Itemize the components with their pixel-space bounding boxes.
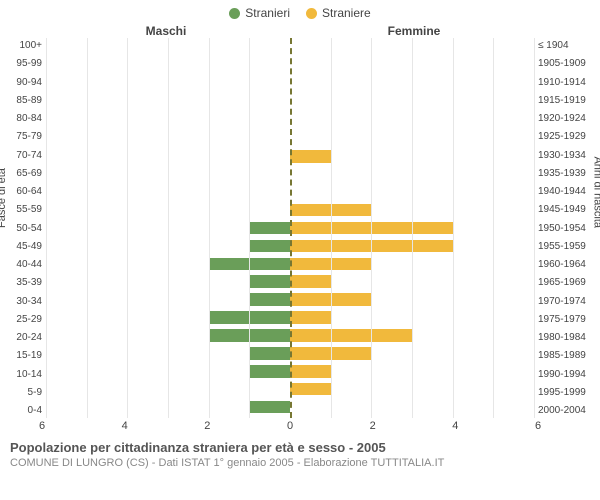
bar-male xyxy=(249,293,290,306)
grid-line xyxy=(331,38,332,418)
x-tick: 4 xyxy=(452,420,458,432)
x-tick: 0 xyxy=(287,420,293,432)
x-tick: 2 xyxy=(204,420,210,432)
age-label: 95-99 xyxy=(0,58,42,69)
birth-label: 1925-1929 xyxy=(538,131,600,142)
x-axis: 6 4 2 0 2 4 6 xyxy=(0,420,600,434)
column-title-male: Maschi xyxy=(42,24,290,38)
bar-female xyxy=(290,311,331,324)
birth-label: 1995-1999 xyxy=(538,387,600,398)
birth-label: 1965-1969 xyxy=(538,277,600,288)
y-right-labels: ≤ 1904 1905-1909 1910-1914 1915-1919 1920-19… xyxy=(534,38,600,418)
bar-male xyxy=(249,401,290,414)
bar-female xyxy=(290,275,331,288)
bar-male xyxy=(249,222,290,235)
legend-swatch-male xyxy=(229,8,240,19)
age-label: 0-4 xyxy=(0,405,42,416)
birth-label: 1910-1914 xyxy=(538,77,600,88)
grid-line xyxy=(534,38,535,418)
x-tick: 6 xyxy=(535,420,541,432)
age-label: 45-49 xyxy=(0,241,42,252)
age-label: 10-14 xyxy=(0,369,42,380)
age-label: 90-94 xyxy=(0,77,42,88)
legend: Stranieri Straniere xyxy=(0,0,600,20)
spacer-left xyxy=(0,24,42,38)
spacer-left xyxy=(0,420,42,434)
grid-line xyxy=(412,38,413,418)
bar-female xyxy=(290,383,331,396)
birth-label: 1980-1984 xyxy=(538,332,600,343)
age-label: 25-29 xyxy=(0,314,42,325)
legend-label-male: Stranieri xyxy=(245,6,290,20)
age-label: 80-84 xyxy=(0,113,42,124)
grid-line xyxy=(127,38,128,418)
x-tick: 2 xyxy=(370,420,376,432)
grid-line xyxy=(453,38,454,418)
age-label: 15-19 xyxy=(0,350,42,361)
age-label: 20-24 xyxy=(0,332,42,343)
column-title-female: Femmine xyxy=(290,24,538,38)
y-axis-label-right: Anni di nascita xyxy=(592,156,600,228)
bar-male xyxy=(249,347,290,360)
age-label: 35-39 xyxy=(0,277,42,288)
birth-label: 1920-1924 xyxy=(538,113,600,124)
bar-female xyxy=(290,150,331,163)
bars-box xyxy=(46,38,534,418)
grid-line xyxy=(249,38,250,418)
birth-label: 1915-1919 xyxy=(538,95,600,106)
x-tick: 6 xyxy=(39,420,45,432)
footer-subtitle: COMUNE DI LUNGRO (CS) - Dati ISTAT 1° ge… xyxy=(10,457,590,469)
birth-label: 1955-1959 xyxy=(538,241,600,252)
spacer-right xyxy=(538,420,600,434)
age-label: 100+ xyxy=(0,40,42,51)
x-tick: 4 xyxy=(122,420,128,432)
y-left-labels: 100+95-9990-9485-8980-8475-7970-7465-696… xyxy=(0,38,46,418)
center-line xyxy=(290,38,292,418)
age-label: 75-79 xyxy=(0,131,42,142)
grid-line xyxy=(209,38,210,418)
birth-label: 2000-2004 xyxy=(538,405,600,416)
age-label: 30-34 xyxy=(0,296,42,307)
legend-label-female: Straniere xyxy=(322,6,371,20)
grid-line xyxy=(168,38,169,418)
spacer-right xyxy=(538,24,600,38)
legend-item-male: Stranieri xyxy=(229,6,290,20)
plot-area: Fasce di età Anni di nascita 100+ 95-99 90… xyxy=(0,38,600,418)
bar-male xyxy=(249,240,290,253)
bar-male xyxy=(249,275,290,288)
bar-female xyxy=(290,365,331,378)
birth-label: 1985-1989 xyxy=(538,350,600,361)
bar-female xyxy=(290,329,412,342)
grid-line xyxy=(87,38,88,418)
grid-line xyxy=(493,38,494,418)
legend-item-female: Straniere xyxy=(306,6,371,20)
bar-male xyxy=(249,365,290,378)
legend-swatch-female xyxy=(306,8,317,19)
birth-label: 1970-1974 xyxy=(538,296,600,307)
age-label: 5-9 xyxy=(0,387,42,398)
x-ticks: 6 4 2 0 2 4 6 xyxy=(42,420,538,434)
grid-line xyxy=(371,38,372,418)
footer-title: Popolazione per cittadinanza straniera p… xyxy=(10,440,590,455)
age-label: 40-44 xyxy=(0,259,42,270)
grid-line xyxy=(46,38,47,418)
birth-label: 1990-1994 xyxy=(538,369,600,380)
age-label: 85-89 xyxy=(0,95,42,106)
population-pyramid-chart: Stranieri Straniere Maschi Femmine Fasce… xyxy=(0,0,600,500)
birth-label: 1975-1979 xyxy=(538,314,600,325)
y-axis-label-left: Fasce di età xyxy=(0,168,8,228)
birth-label: ≤ 1904 xyxy=(538,40,600,51)
column-titles: Maschi Femmine xyxy=(0,24,600,38)
birth-label: 1960-1964 xyxy=(538,259,600,270)
birth-label: 1905-1909 xyxy=(538,58,600,69)
footer: Popolazione per cittadinanza straniera p… xyxy=(0,434,600,469)
age-label: 70-74 xyxy=(0,150,42,161)
